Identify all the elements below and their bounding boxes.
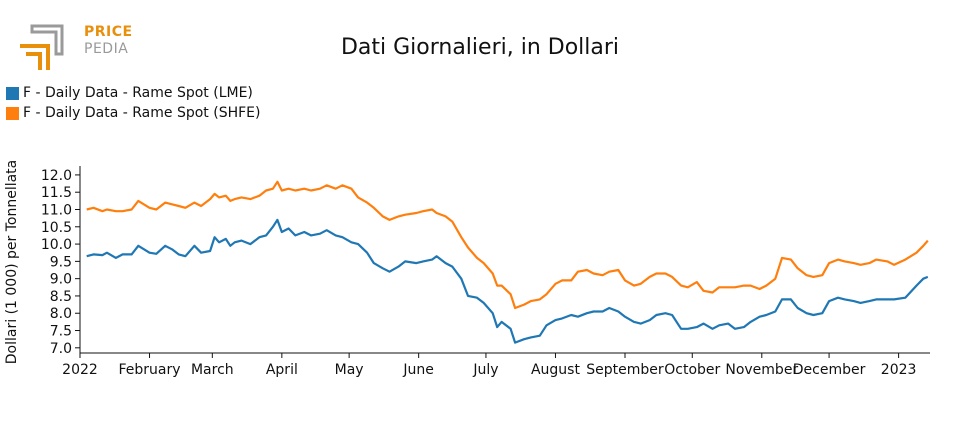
x-tick-label: December [793, 362, 866, 378]
legend-label-shfe: F - Daily Data - Rame Spot (SHFE) [23, 105, 261, 121]
x-tick-label: October [664, 362, 720, 378]
x-tick-label: November [725, 362, 798, 378]
y-tick-label: 7.0 [50, 341, 72, 357]
x-tick-label: March [191, 362, 234, 378]
y-tick-label: 10.5 [41, 220, 72, 236]
x-tick-label: February [119, 362, 181, 378]
legend-swatch-lme [6, 86, 19, 100]
series-line-lme [86, 218, 929, 344]
logo-line1: PRICE [84, 24, 133, 40]
y-tick-label: 8.0 [50, 306, 72, 322]
x-tick-label: September [586, 362, 664, 378]
series-line-shfe [86, 180, 929, 310]
legend-label-lme: F - Daily Data - Rame Spot (LME) [23, 85, 253, 101]
x-axis: 2022 February March April May June July August S… [62, 352, 930, 378]
x-tick-label: June [402, 362, 434, 378]
legend-swatch-shfe [6, 106, 19, 120]
pricepedia-logo: PRICE PEDIA [18, 24, 132, 74]
logo-line2: PEDIA [84, 41, 129, 57]
x-tick-label: 2023 [881, 362, 917, 378]
y-tick-label: 11.5 [41, 185, 72, 201]
x-tick-label: April [266, 362, 298, 378]
y-tick-label: 11.0 [41, 202, 72, 218]
y-tick-label: 9.0 [50, 272, 72, 288]
y-axis-label: Dollari (1 000) per Tonnellata [4, 160, 20, 364]
y-tick-label: 10.0 [41, 237, 72, 253]
legend-item-shfe[interactable]: F - Daily Data - Rame Spot (SHFE) [6, 105, 260, 121]
legend-item-lme[interactable]: F - Daily Data - Rame Spot (LME) [6, 85, 253, 101]
y-tick-label: 9.5 [50, 254, 72, 270]
x-tick-label: July [472, 362, 498, 378]
y-tick-label: 7.5 [50, 324, 72, 340]
x-tick-label: August [531, 362, 581, 378]
series-layer [86, 180, 929, 344]
y-tick-label: 8.5 [50, 289, 72, 305]
x-tick-label: 2022 [62, 362, 98, 378]
x-tick-label: May [335, 362, 364, 378]
y-axis: 7.07.5 8.08.59.0 9.510.010.5 11.011.512.0 [41, 166, 81, 357]
y-tick-label: 12.0 [41, 168, 72, 184]
pricepedia-logo-mark [20, 24, 64, 70]
chart-title: Dati Giornalieri, in Dollari [341, 35, 619, 60]
